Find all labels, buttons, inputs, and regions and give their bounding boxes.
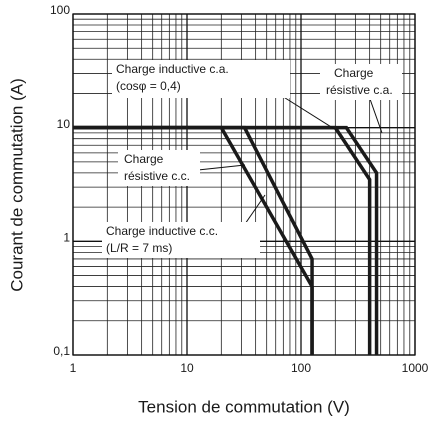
series-label: Charge inductive c.a. [116,62,229,76]
series-label: Charge [124,152,164,166]
series-label: (L/R = 7 ms) [106,241,172,255]
label-box [102,222,260,258]
plot-frame [72,13,416,356]
x-tick-label: 10 [180,361,194,375]
y-tick-label: 10 [57,117,71,131]
series-label: Charge [334,66,374,80]
leader-line [369,98,383,134]
leader-line [244,194,266,225]
x-tick-label: 1 [70,361,77,375]
label-box [118,150,200,186]
y-tick-label: 0,1 [53,344,70,358]
leader-line [281,95,337,131]
label-box [112,60,290,98]
y-tick-label: 100 [50,3,70,17]
series-label: résistive c.a. [326,83,393,97]
y-axis-title: Courant de commutation (A) [7,78,26,292]
label-box [320,64,402,100]
series-label: résistive c.c. [124,169,190,183]
y-tick-label: 1 [63,231,70,245]
series-label: Charge inductive c.c. [106,224,218,238]
curve [73,125,314,355]
x-tick-label: 100 [291,361,311,375]
series-label: (cosφ = 0,4) [116,79,181,93]
x-tick-label: 1000 [402,361,429,375]
leader-line [197,164,246,171]
x-axis-title: Tension de commutation (V) [138,397,350,416]
